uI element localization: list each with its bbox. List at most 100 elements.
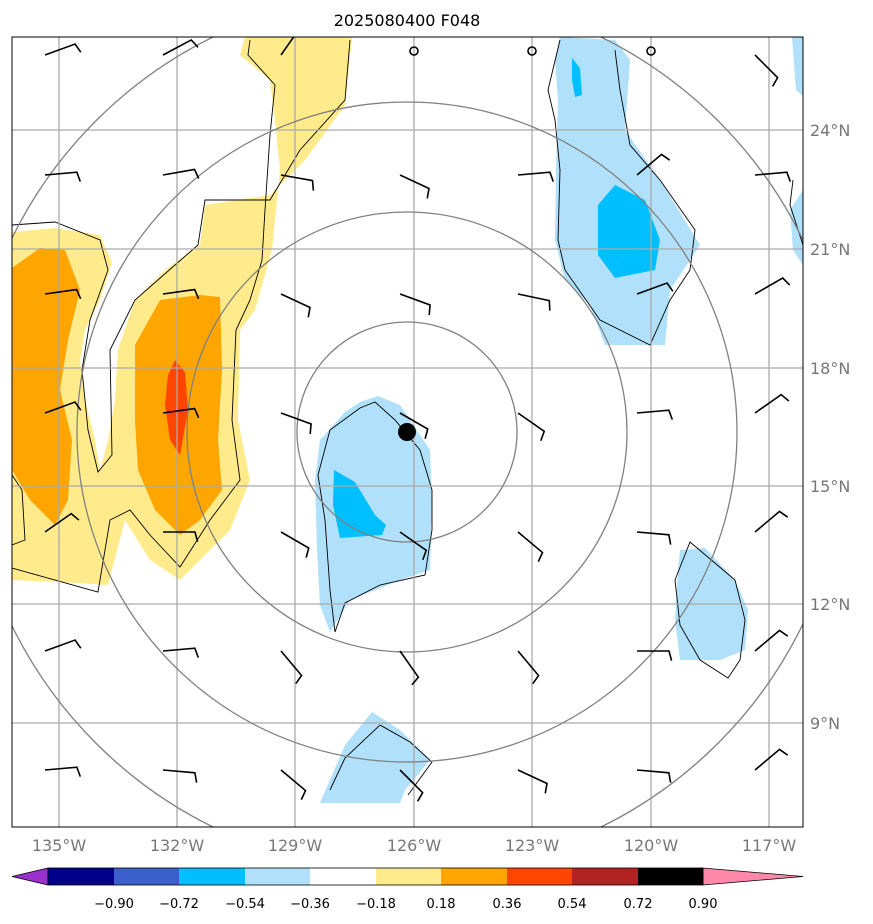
colorbar-tick: −0.18 [356,897,396,912]
colorbar-segment [48,868,114,885]
colorbar-segment [376,868,441,885]
range-ring-1 [296,321,518,543]
wind-barb [636,282,674,295]
wind-barb [754,629,789,652]
wind-barb [754,171,792,182]
wind-barb [517,171,555,182]
range-rings [12,37,803,827]
strong-negative-region-northeast [598,185,660,278]
contour-lines [12,39,803,796]
wind-barb-calm [527,46,537,56]
contour-line [12,39,276,593]
negative-region-far-northeast [792,37,803,96]
wind-barb [280,37,295,56]
wind-barb [636,153,671,176]
wind-barb [754,54,779,87]
colorbar-tick: −0.90 [94,897,134,912]
colorbar-segment [114,868,179,885]
wind-barb [44,43,82,56]
strong-negative-region-center [333,470,386,538]
wind-barb [44,512,80,533]
lon-label: 120°W [624,836,679,855]
colorbar-segment [572,868,638,885]
wind-barb [280,174,315,191]
wind-barbs [44,37,792,802]
colorbar-tick: −0.36 [290,897,330,912]
wind-barb [517,531,544,562]
colorbar-segment [638,868,703,885]
wind-barb [163,531,199,542]
wind-barb-calm [409,46,419,56]
wind-barb [399,531,428,561]
strong-negative-region-north [572,58,582,97]
wind-barb [44,288,82,300]
wind-barb [636,531,672,545]
colorbar-extend-low [11,867,49,886]
colorbar-tick: 0.18 [427,897,456,912]
wind-barb [636,769,672,783]
shaded-contours [12,37,803,803]
wind-barb [280,412,312,434]
colorbar-segment [310,868,376,885]
storm-center-marker [398,423,416,441]
map-panel [12,37,803,827]
lon-label: 135°W [32,836,87,855]
lat-label: 15°N [810,477,850,496]
lon-label: 117°W [742,836,797,855]
wind-barb [754,748,789,771]
negative-region-northeast [555,37,700,345]
contour-line [12,39,351,473]
longitude-labels: 135°W 132°W 129°W 126°W 123°W 120°W 117°… [32,836,797,855]
wind-barb [399,412,429,439]
lon-label: 132°W [150,836,205,855]
orange-region-far-west [12,248,80,525]
lat-label: 21°N [810,240,850,259]
wind-barb [517,412,546,442]
colorbar: −0.90 −0.72 −0.54 −0.36 −0.18 0.18 0.36 … [11,867,804,912]
colorbar-tick: 0.90 [689,897,718,912]
contour-line [329,724,433,796]
range-ring-3 [76,101,738,763]
colorbar-extend-high [702,867,804,886]
wind-barb [517,650,540,685]
wind-barb [280,650,303,685]
lon-label: 129°W [268,836,323,855]
colorbar-outline [47,867,704,886]
wind-barb [399,174,430,199]
wind-barb [517,769,548,794]
wind-barb [399,769,424,802]
wind-barb [636,409,674,420]
lat-label: 18°N [810,359,850,378]
range-ring-2 [186,211,628,653]
lat-label: 12°N [810,595,850,614]
contour-line [317,401,433,633]
colorbar-tick: −0.54 [225,897,265,912]
wind-barb [44,766,82,777]
contour-line [547,39,696,346]
wind-barb [162,407,200,419]
wind-barb [754,277,791,295]
wind-barb [399,293,431,315]
colorbar-segment [179,868,245,885]
contour-line [674,541,746,679]
wind-barb [162,168,200,179]
lon-label: 126°W [387,836,442,855]
wind-barb-calm [646,46,656,56]
colorbar-tick: −0.72 [159,897,199,912]
colorbar-tick: 0.54 [558,897,587,912]
wind-barb [162,769,198,783]
wind-barb [517,293,551,311]
wind-barb [754,393,790,414]
wind-barb [44,171,82,182]
map-frame [11,36,804,828]
wind-barb [280,531,310,558]
wind-barb [280,293,311,318]
colorbar-tick: 0.36 [493,897,522,912]
wind-barb [44,639,82,652]
negative-region-south [320,712,430,803]
wind-barb [162,647,200,658]
wind-barb [44,401,82,414]
colorbar-segment [441,868,507,885]
colorbar-segment [245,868,310,885]
